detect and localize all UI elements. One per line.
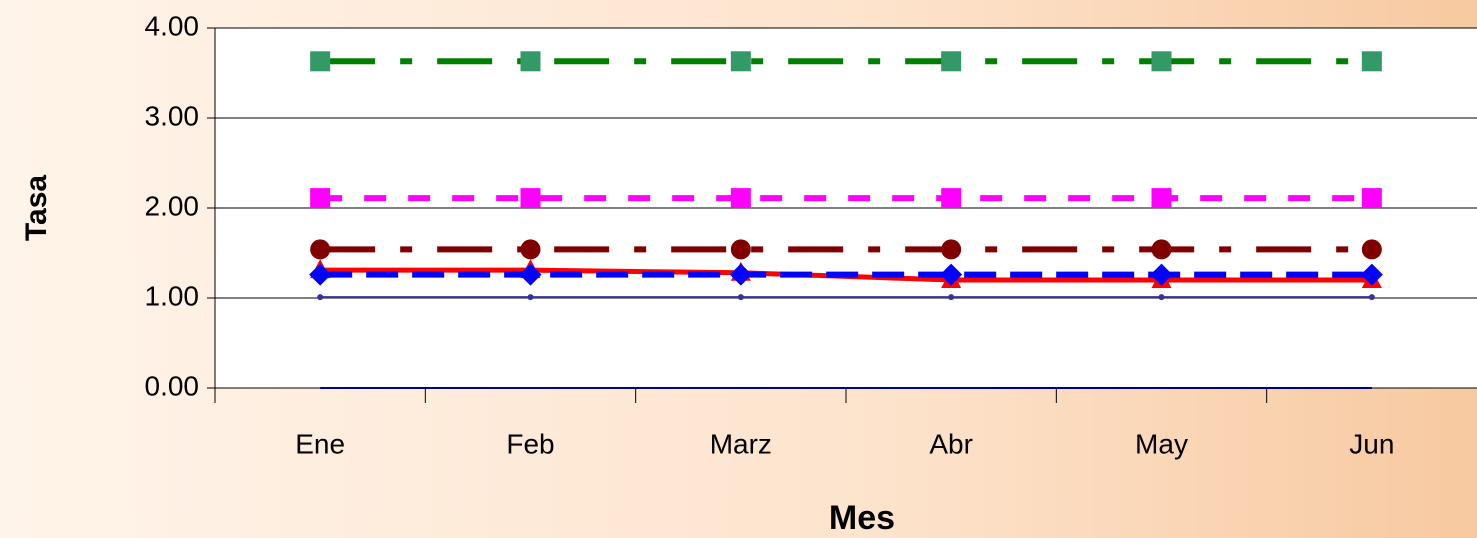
y-tick-label: 2.00 [145, 190, 200, 221]
marker [520, 188, 541, 209]
marker [729, 263, 752, 286]
marker [730, 51, 751, 72]
marker [317, 294, 324, 301]
marker [1368, 294, 1375, 301]
marker [1361, 51, 1382, 72]
y-axis-title: Tasa [20, 175, 53, 241]
marker [310, 188, 331, 209]
marker [1361, 188, 1382, 209]
x-tick-label: Ene [295, 428, 345, 459]
marker [309, 263, 332, 286]
marker [1360, 263, 1383, 286]
y-tick-label: 0.00 [145, 370, 200, 401]
y-tick-label: 3.00 [145, 100, 200, 131]
marker [519, 263, 542, 286]
marker [527, 294, 534, 301]
marker [310, 51, 331, 72]
x-tick-label: May [1135, 428, 1188, 459]
x-tick-label: Abr [929, 428, 973, 459]
marker [948, 294, 955, 301]
marker [1151, 188, 1172, 209]
marker [941, 188, 962, 209]
marker [940, 263, 963, 286]
marker [737, 294, 744, 301]
marker [730, 188, 751, 209]
x-axis-title: Mes [829, 499, 895, 537]
marker [520, 239, 541, 260]
marker [1151, 239, 1172, 260]
x-tick-label: Feb [506, 428, 554, 459]
y-tick-label: 4.00 [145, 10, 200, 41]
y-tick-label: 1.00 [145, 280, 200, 311]
marker [730, 239, 751, 260]
marker [310, 239, 331, 260]
x-tick-label: Jun [1349, 428, 1394, 459]
x-tick-label: Marz [710, 428, 772, 459]
marker [1361, 239, 1382, 260]
marker [941, 239, 962, 260]
marker [1150, 263, 1173, 286]
marker [520, 51, 541, 72]
marker [941, 51, 962, 72]
marker [1151, 51, 1172, 72]
marker [1158, 294, 1165, 301]
